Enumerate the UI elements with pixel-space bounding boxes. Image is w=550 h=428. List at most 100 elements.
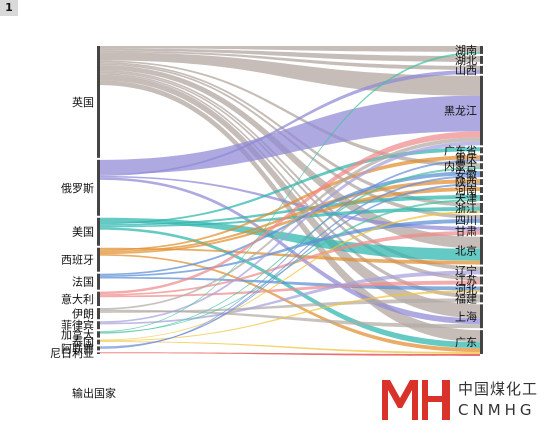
sankey-link <box>100 341 480 354</box>
sankey-link <box>100 65 480 249</box>
logo-mark-icon <box>382 380 450 420</box>
target-node-label: 天津 <box>455 192 477 205</box>
target-node <box>480 330 483 354</box>
sankey-link <box>100 137 480 310</box>
sankey-link <box>100 195 480 226</box>
target-node-label: 广东省 <box>444 144 477 157</box>
target-node-label: 河北 <box>455 283 477 296</box>
logo-english-text: CNMHG <box>458 401 536 419</box>
sankey-link <box>100 210 480 341</box>
sankey-link <box>100 227 480 349</box>
target-node-label: 湖北 <box>455 54 477 67</box>
target-node-label: 广东 <box>455 336 477 349</box>
sankey-link <box>100 309 480 329</box>
sankey-link <box>100 218 480 277</box>
target-node <box>480 266 483 275</box>
source-node <box>97 352 100 354</box>
sankey-link <box>100 71 480 281</box>
target-node-label: 辽宁 <box>455 264 477 278</box>
sankey-link <box>100 270 480 325</box>
sankey-link <box>100 69 480 176</box>
sankey-link <box>100 69 480 271</box>
target-node-label: 江苏 <box>455 274 477 287</box>
source-node <box>97 46 100 158</box>
target-node-label: 山西 <box>455 64 477 77</box>
sankey-link <box>100 95 480 175</box>
sankey-link <box>100 352 480 356</box>
target-node <box>480 276 483 285</box>
source-node-label: 英国 <box>72 95 94 109</box>
sankey-link <box>100 46 480 52</box>
target-node-label: 内蒙古 <box>444 159 477 173</box>
source-node <box>97 321 100 330</box>
source-node-label: 西班牙 <box>61 254 94 267</box>
sankey-link <box>100 131 480 295</box>
target-node <box>480 304 483 329</box>
target-node-label: 陕西 <box>455 175 477 189</box>
target-node <box>480 55 483 64</box>
source-node-label: 尼日利亚 <box>50 347 94 360</box>
target-node <box>480 294 483 303</box>
target-node-label: 河南 <box>455 184 477 197</box>
source-node-label: 加拿大 <box>61 327 94 341</box>
source-node <box>97 291 100 307</box>
sankey-link <box>100 147 480 225</box>
target-node <box>480 236 483 265</box>
target-node-label: 福建 <box>455 291 477 305</box>
source-node-label: 俄罗斯 <box>61 182 94 195</box>
target-node <box>480 46 483 54</box>
sankey-links <box>100 46 480 356</box>
source-node <box>97 346 100 351</box>
panel-index-badge: 1 <box>0 0 18 16</box>
sankey-link <box>100 52 480 96</box>
sankey-link <box>100 60 480 168</box>
target-node-label: 上海 <box>455 309 477 323</box>
target-node <box>480 163 483 170</box>
source-node-label: 菲律宾 <box>61 318 94 332</box>
sankey-link <box>100 254 480 353</box>
source-node <box>97 273 100 290</box>
logo-chinese-text: 中国煤化工 <box>458 380 539 398</box>
target-node-label: 湖南 <box>455 44 477 57</box>
sankey-link <box>100 50 480 70</box>
sankey-nodes <box>97 46 483 354</box>
target-node <box>480 286 483 293</box>
target-node <box>480 226 483 235</box>
source-node <box>97 159 100 216</box>
sankey-link <box>100 290 480 342</box>
target-node <box>480 147 483 154</box>
sankey-link <box>100 51 480 333</box>
target-node <box>480 202 483 213</box>
target-node-label: 安徽 <box>455 167 477 181</box>
sankey-link <box>100 217 480 261</box>
legend-title: 输出国家 <box>72 387 116 400</box>
target-node-label: 北京 <box>455 244 477 258</box>
sankey-link <box>100 276 480 291</box>
source-node-label: 伊朗 <box>72 308 94 321</box>
target-node-label: 甘肃 <box>455 225 477 238</box>
source-node-label: 意大利 <box>61 292 94 306</box>
target-node-label: 浙江 <box>455 202 477 215</box>
sankey-link <box>100 179 480 253</box>
target-node <box>480 214 483 225</box>
sankey-link <box>100 230 480 296</box>
sankey-link <box>100 48 480 62</box>
source-node <box>97 217 100 246</box>
source-node-label: 美国 <box>72 226 94 239</box>
source-node <box>97 308 100 320</box>
target-node <box>480 75 483 146</box>
sankey-link <box>100 155 480 251</box>
target-node-label: 四川 <box>455 214 477 227</box>
source-node <box>97 331 100 338</box>
target-node <box>480 65 483 74</box>
sankey-link <box>100 187 480 255</box>
sankey-link <box>100 141 480 323</box>
sankey-link <box>100 183 480 348</box>
sankey-link <box>100 298 480 313</box>
source-node-label: 法国 <box>72 275 94 289</box>
target-node <box>480 155 483 162</box>
target-node-label: 重庆 <box>455 151 477 165</box>
sankey-link <box>100 280 480 298</box>
